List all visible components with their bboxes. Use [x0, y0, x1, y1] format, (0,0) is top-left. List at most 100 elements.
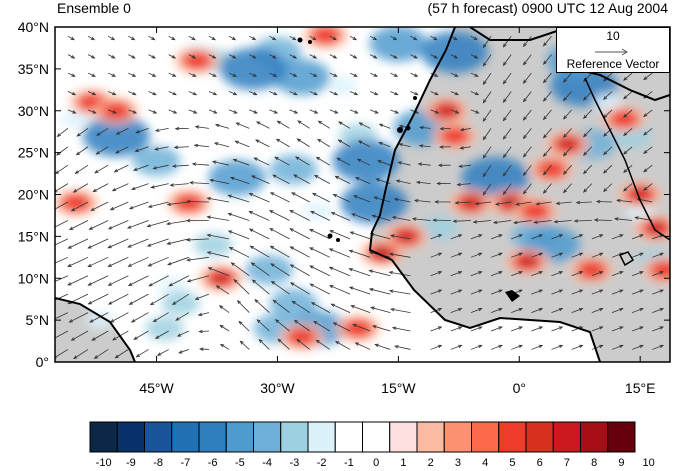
wind-vector [652, 289, 665, 295]
wind-vector [317, 138, 331, 148]
wind-vector [171, 293, 190, 305]
wind-vector [148, 72, 157, 77]
wind-vector [188, 109, 198, 114]
wind-vector [208, 35, 216, 41]
positive-anomaly-core [609, 110, 640, 129]
wind-vector [96, 127, 109, 136]
wind-vector [551, 344, 564, 350]
wind-vector [369, 54, 378, 59]
wind-vector [511, 271, 523, 277]
wind-vector [450, 252, 463, 258]
wind-vector [108, 35, 116, 41]
wind-vector [369, 35, 378, 41]
wind-vector [249, 91, 258, 96]
negative-anomaly-patch [461, 156, 529, 199]
wind-vector [296, 338, 310, 350]
wind-vector [330, 212, 351, 221]
negative-anomaly-patch [369, 27, 428, 62]
wind-vector [56, 128, 69, 137]
wind-vector [115, 127, 129, 135]
wind-vector [591, 326, 604, 332]
wind-vector [175, 312, 190, 321]
wind-vector [631, 234, 644, 240]
wind-vector [482, 35, 492, 49]
wind-vector [128, 72, 137, 77]
wind-vector [611, 234, 624, 240]
wind-vector [334, 175, 351, 184]
wind-vector [575, 200, 592, 205]
wind-vector [623, 91, 633, 100]
wind-vector [391, 326, 411, 332]
positive-anomaly-core [557, 138, 578, 151]
lon-tick-label: 15°W [381, 380, 416, 396]
wind-vector [173, 145, 189, 150]
negative-anomaly-patch [303, 202, 333, 221]
wind-vector [176, 330, 189, 337]
wind-vector [430, 289, 443, 295]
wind-vector [603, 164, 613, 174]
wind-vector [562, 91, 572, 102]
wind-vector [289, 54, 298, 59]
wind-vector [146, 238, 169, 247]
wind-vector [371, 214, 391, 221]
wind-vector [255, 121, 270, 129]
europe-coastline [469, 27, 561, 41]
wind-vector [185, 238, 209, 242]
wind-vector [87, 109, 97, 114]
lat-tick-label: 25°N [18, 145, 49, 161]
wind-vector [643, 128, 653, 136]
wind-vector [329, 54, 338, 59]
positive-anomaly-core [646, 222, 667, 234]
wind-vector [430, 252, 443, 258]
wind-vector [227, 194, 250, 203]
wind-vector [254, 299, 270, 313]
wind-vector [531, 326, 544, 332]
wind-vector [472, 220, 492, 224]
wind-vector [551, 289, 564, 295]
wind-vector [430, 91, 439, 96]
positive-anomaly-core [520, 202, 551, 221]
wind-vector [211, 160, 230, 166]
wind-vector [152, 164, 169, 170]
wind-vector [167, 256, 189, 266]
lat-tick-label: 0° [36, 354, 49, 370]
wind-vector [87, 72, 96, 77]
wind-vector [511, 326, 523, 332]
wind-vector [395, 179, 411, 185]
wind-vector [178, 349, 189, 354]
wind-vector [68, 312, 89, 323]
positive-anomaly-core [310, 27, 341, 45]
wind-vector [542, 72, 552, 84]
wind-vector [511, 307, 523, 313]
wind-vector [623, 109, 633, 118]
wind-vector [185, 218, 209, 223]
wind-vector [249, 35, 257, 41]
wind-vector [214, 123, 230, 129]
wind-vector [603, 146, 613, 156]
wind-vector [275, 138, 290, 148]
wind-vector [358, 122, 371, 129]
wind-vector [111, 183, 129, 192]
wind-vector [148, 35, 156, 41]
wind-vector [490, 234, 503, 240]
wind-vector [233, 278, 250, 295]
wind-vector [156, 349, 169, 356]
wind-vector [311, 192, 331, 203]
wind-vector [613, 217, 633, 221]
wind-vector [87, 238, 109, 249]
wind-vector [188, 91, 198, 96]
wind-vector [55, 275, 69, 282]
wind-vector [623, 183, 633, 192]
wind-vector [513, 220, 532, 225]
wind-vector [542, 35, 552, 47]
wind-vector [562, 183, 572, 194]
wind-vector [410, 72, 419, 77]
wind-vector [268, 210, 290, 221]
wind-vector [336, 157, 351, 166]
wind-vector [329, 230, 351, 240]
wind-vector [482, 72, 492, 86]
wind-vector [134, 146, 149, 153]
wind-vector [591, 234, 604, 240]
wind-vector [92, 183, 109, 193]
wind-vector [146, 220, 169, 228]
